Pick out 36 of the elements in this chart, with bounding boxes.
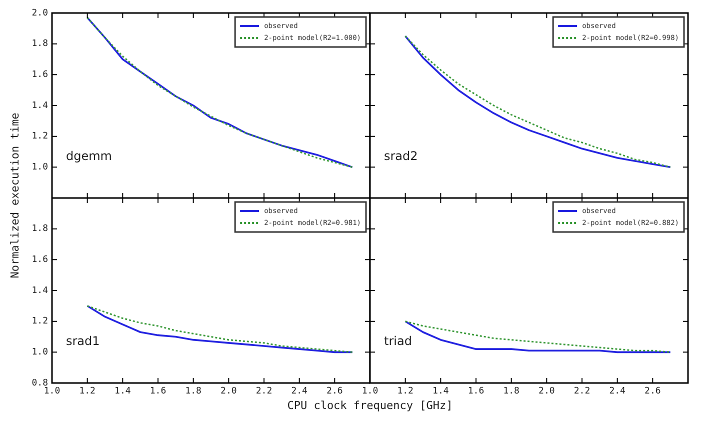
x-axis-title: CPU clock frequency [GHz]	[286, 399, 454, 412]
x-tick-label: 1.2	[397, 386, 414, 397]
y-tick-label: 1.6	[32, 70, 48, 80]
x-tick-label: 2.2	[256, 386, 272, 397]
x-tick-label: 2.6	[644, 386, 661, 397]
x-tick-label: 1.6	[468, 386, 484, 397]
y-tick-label: 1.2	[32, 316, 48, 327]
y-tick-label: 1.2	[32, 132, 48, 142]
x-tick-label: 1.8	[503, 386, 520, 397]
x-tick-label: 1.4	[432, 386, 449, 397]
y-tick-label: 1.4	[32, 100, 48, 111]
y-tick-label: 1.8	[32, 39, 48, 50]
x-tick-label: 2.0	[220, 386, 237, 397]
x-tick-label: 1.8	[185, 386, 202, 397]
x-tick-label: 2.4	[609, 386, 626, 397]
x-tick-label: 1.0	[44, 386, 60, 397]
annotation: srad1	[66, 334, 100, 348]
y-tick-label: 1.0	[32, 162, 48, 173]
y-tick-label: 1.6	[32, 255, 48, 266]
x-tick-label: 2.2	[574, 386, 590, 397]
x-tick-label: 1.6	[150, 386, 166, 397]
x-tick-label: 1.2	[79, 386, 96, 397]
annotation: triad	[384, 334, 412, 348]
y-tick-label: 1.8	[32, 224, 48, 234]
y-tick-label: 1.4	[32, 286, 48, 296]
annotation: srad2	[384, 149, 418, 163]
x-tick-label: 2.0	[538, 386, 555, 397]
x-tick-label: 1.0	[362, 386, 378, 397]
y-tick-label: 2.0	[32, 8, 48, 18]
y-axis-title: Normalized execution time	[8, 112, 22, 278]
annotation: dgemm	[66, 149, 112, 163]
y-tick-label: 1.0	[32, 348, 48, 358]
x-tick-label: 1.4	[114, 386, 131, 397]
y-tick-label: 0.8	[32, 378, 48, 388]
x-tick-label: 2.4	[291, 386, 308, 397]
x-tick-label: 2.6	[326, 386, 343, 397]
